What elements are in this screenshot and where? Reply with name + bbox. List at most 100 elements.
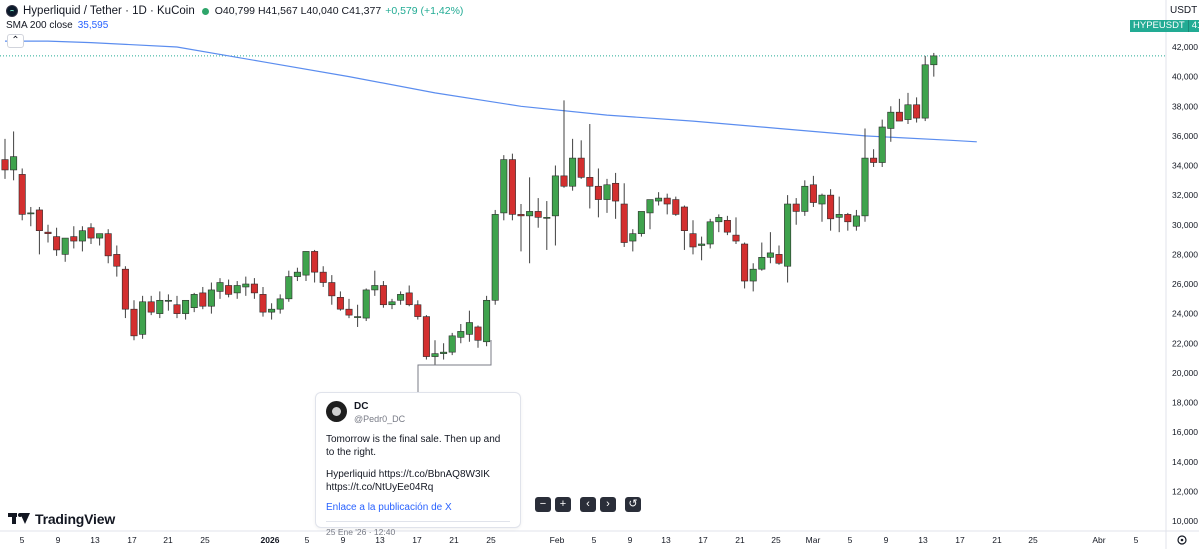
candle-down: [612, 182, 620, 202]
candle-up: [801, 185, 809, 212]
symbol-title[interactable]: Hyperliquid / Tether · 1D · KuCoin: [23, 5, 195, 17]
candle-up: [483, 299, 491, 343]
tweet-card[interactable]: DC @Pedr0_DC Tomorrow is the final sale.…: [315, 392, 521, 537]
candle-down: [620, 203, 628, 243]
time-axis-tick-label: 5: [305, 535, 310, 545]
price-axis-tick-label: 32,000: [1172, 190, 1198, 200]
candle-down: [113, 254, 121, 267]
time-axis-tick-label: 21: [992, 535, 1002, 545]
candle-up: [268, 308, 276, 313]
candle-up: [465, 322, 473, 335]
scroll-right-button[interactable]: ›: [600, 497, 616, 512]
candle-up: [371, 285, 379, 291]
low-label: L: [300, 5, 307, 17]
scroll-left-button[interactable]: ‹: [580, 497, 596, 512]
candle-up: [431, 353, 439, 357]
candle-up: [78, 230, 86, 242]
candle-down: [809, 184, 817, 203]
candle-down: [422, 316, 430, 357]
candle-up: [878, 126, 886, 163]
candle-down: [775, 254, 783, 264]
candle-down: [680, 206, 688, 231]
candle-down: [173, 304, 181, 314]
candle-up: [397, 294, 405, 301]
candle-down: [1, 159, 9, 171]
price-axis-tick-label: 16,000: [1172, 427, 1198, 437]
high-value: 41,567: [265, 5, 298, 17]
time-axis-tick-label: 21: [163, 535, 173, 545]
candle-down: [405, 292, 413, 306]
price-axis-tick-label: 24,000: [1172, 309, 1198, 319]
candle-up: [921, 64, 929, 119]
zoom-out-button[interactable]: −: [535, 497, 551, 512]
low-value: 40,040: [306, 5, 339, 17]
ohlc-values: O40,799 H41,567 L40,040 C41,377: [215, 5, 381, 17]
sma-200-line: [5, 40, 977, 143]
candle-down: [87, 227, 95, 239]
sma-label: SMA 200 close: [6, 20, 73, 31]
tweet-post-link[interactable]: Enlace a la publicación de X: [326, 502, 452, 513]
time-axis-tick-label: 5: [592, 535, 597, 545]
time-axis-tick-label: 21: [735, 535, 745, 545]
tradingview-logo[interactable]: TradingView: [8, 511, 115, 527]
open-value: 40,799: [222, 5, 256, 17]
candle-up: [96, 233, 104, 239]
candle-down: [319, 271, 327, 283]
candle-up: [190, 294, 198, 308]
candle-up: [276, 298, 284, 310]
candle-up: [448, 335, 456, 353]
currency-label: USDT: [1170, 5, 1198, 16]
candle-down: [560, 175, 568, 187]
candle-down: [594, 185, 602, 200]
price-axis-tick-label: 10,000: [1172, 516, 1198, 526]
candle-up: [457, 331, 465, 338]
candle-up: [706, 221, 714, 245]
candle-up: [164, 299, 172, 302]
candle-up: [285, 276, 293, 300]
time-axis-tick-label: Abr: [1092, 535, 1105, 545]
candle-down: [672, 199, 680, 215]
time-axis-tick-label: 25: [1028, 535, 1038, 545]
time-axis-tick-label: 17: [412, 535, 422, 545]
reset-chart-button[interactable]: ↺: [625, 497, 641, 512]
candle-up: [603, 184, 611, 200]
candle-down: [844, 214, 852, 223]
time-axis-tick-label: 13: [375, 535, 385, 545]
candle-down: [913, 104, 921, 119]
candle-up: [698, 243, 706, 246]
zoom-in-button[interactable]: +: [555, 497, 571, 512]
candle-down: [732, 234, 740, 242]
price-axis-tick-label: 42,000: [1172, 42, 1198, 52]
candle-down: [225, 285, 233, 295]
tweet-author-name: DC: [354, 401, 369, 412]
candle-up: [500, 159, 508, 214]
candle-down: [336, 297, 344, 310]
collapse-legend-button[interactable]: ⌃: [7, 34, 24, 48]
candle-up: [388, 301, 396, 306]
candle-up: [61, 237, 69, 255]
time-axis-tick-label: 13: [90, 535, 100, 545]
tweet-divider: [326, 521, 510, 522]
candle-up: [637, 211, 645, 234]
candle-up: [835, 214, 843, 218]
candle-up: [182, 299, 190, 314]
candle-down: [250, 283, 258, 294]
candle-up: [216, 282, 224, 292]
candle-up: [749, 268, 757, 282]
candle-up: [526, 211, 534, 217]
candle-down: [827, 194, 835, 220]
candle-down: [586, 177, 594, 187]
time-axis-tick-label: 25: [486, 535, 496, 545]
candle-up: [629, 233, 637, 242]
candle-down: [741, 243, 749, 282]
candle-down: [663, 197, 671, 205]
sma-indicator-legend[interactable]: SMA 200 close 35,595: [6, 20, 108, 31]
time-axis-tick-label: 5: [1134, 535, 1139, 545]
candle-down: [345, 308, 353, 316]
candle-up: [766, 252, 774, 258]
time-axis-tick-label: 21: [449, 535, 459, 545]
candle-down: [895, 111, 903, 122]
gear-icon[interactable]: [1177, 535, 1187, 545]
candle-down: [379, 285, 387, 306]
